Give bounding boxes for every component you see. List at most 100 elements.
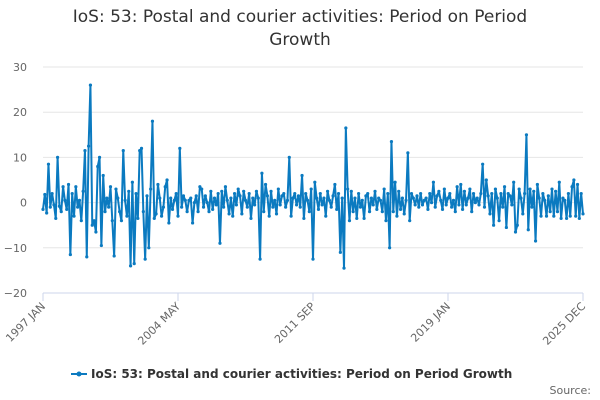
data-point <box>220 189 224 193</box>
data-point <box>92 219 96 223</box>
data-point <box>278 203 282 207</box>
data-point <box>373 189 377 193</box>
data-point <box>242 189 246 193</box>
data-point <box>411 196 415 200</box>
data-point <box>302 216 306 221</box>
x-tick-label: 2004 MAY <box>135 300 183 348</box>
data-point <box>136 216 140 221</box>
data-point <box>433 205 437 209</box>
data-point <box>398 207 403 211</box>
data-point <box>189 196 193 200</box>
data-point <box>218 241 222 245</box>
data-point <box>353 196 357 200</box>
data-point <box>506 191 510 196</box>
data-point <box>269 189 273 193</box>
data-point <box>74 185 78 189</box>
data-point <box>475 196 479 200</box>
data-point <box>273 198 277 202</box>
data-point <box>145 194 149 198</box>
data-point <box>554 189 558 193</box>
data-point <box>400 196 404 200</box>
legend[interactable]: IoS: 53: Postal and courier activities: … <box>71 367 512 381</box>
data-point <box>455 185 459 189</box>
legend-label: IoS: 53: Postal and courier activities: … <box>91 367 512 381</box>
data-point <box>442 187 446 191</box>
data-point <box>163 185 167 189</box>
data-point <box>96 164 100 169</box>
data-point <box>72 214 76 218</box>
data-point <box>528 187 532 191</box>
data-point <box>420 203 425 207</box>
data-point <box>223 185 228 189</box>
data-point <box>515 223 519 227</box>
data-point <box>127 189 131 193</box>
data-point <box>428 191 432 196</box>
data-point <box>229 196 233 200</box>
data-point <box>362 216 366 221</box>
data-point <box>471 191 476 196</box>
data-point <box>346 187 350 191</box>
data-point <box>262 210 266 214</box>
data-point <box>307 210 311 214</box>
data-point <box>200 187 204 191</box>
data-point <box>437 189 441 193</box>
data-point <box>435 194 439 198</box>
data-point <box>541 191 545 196</box>
data-point <box>143 257 147 261</box>
data-point <box>501 205 505 209</box>
data-point <box>409 191 414 196</box>
x-tick-label: 2011 SEP <box>272 300 318 346</box>
data-point <box>360 198 364 202</box>
data-point <box>344 126 348 130</box>
data-point <box>112 254 116 258</box>
data-point <box>192 201 197 205</box>
data-point <box>552 214 556 218</box>
data-point <box>225 198 229 202</box>
data-point <box>468 187 472 191</box>
data-point <box>579 191 583 196</box>
data-point <box>165 178 169 182</box>
data-point <box>183 198 187 202</box>
data-point <box>426 207 430 211</box>
data-point <box>139 146 144 150</box>
data-point <box>76 205 80 209</box>
data-point <box>322 196 326 200</box>
data-point <box>577 216 581 221</box>
y-axis-tick-labels: 30 20 10 0 −10 −20 <box>4 61 27 300</box>
data-point <box>66 182 71 187</box>
data-point <box>88 83 93 87</box>
data-point <box>201 205 206 209</box>
x-tick-label: 2025 DEC <box>540 300 588 348</box>
data-point <box>187 198 191 202</box>
data-point <box>504 225 508 230</box>
data-point <box>94 230 98 234</box>
data-point <box>271 205 275 209</box>
series-layer <box>41 83 585 270</box>
data-point <box>54 216 58 221</box>
data-point <box>453 210 457 214</box>
data-point <box>375 207 379 211</box>
data-point <box>172 198 176 202</box>
data-point <box>543 198 547 202</box>
data-point <box>391 210 395 214</box>
data-point <box>439 198 443 202</box>
data-point <box>342 266 346 270</box>
data-point <box>243 198 248 202</box>
data-point <box>81 189 85 193</box>
data-point <box>267 214 271 218</box>
data-point <box>178 146 182 150</box>
data-point <box>276 187 280 191</box>
data-point <box>207 210 211 214</box>
data-point <box>247 191 251 196</box>
data-point <box>196 210 200 214</box>
data-point <box>134 191 138 196</box>
data-point <box>174 191 178 196</box>
data-point <box>304 191 308 196</box>
data-point <box>333 182 337 187</box>
data-point <box>234 203 238 207</box>
data-point <box>523 191 527 196</box>
data-point <box>393 180 397 184</box>
data-point <box>284 205 288 209</box>
data-point <box>482 205 487 209</box>
